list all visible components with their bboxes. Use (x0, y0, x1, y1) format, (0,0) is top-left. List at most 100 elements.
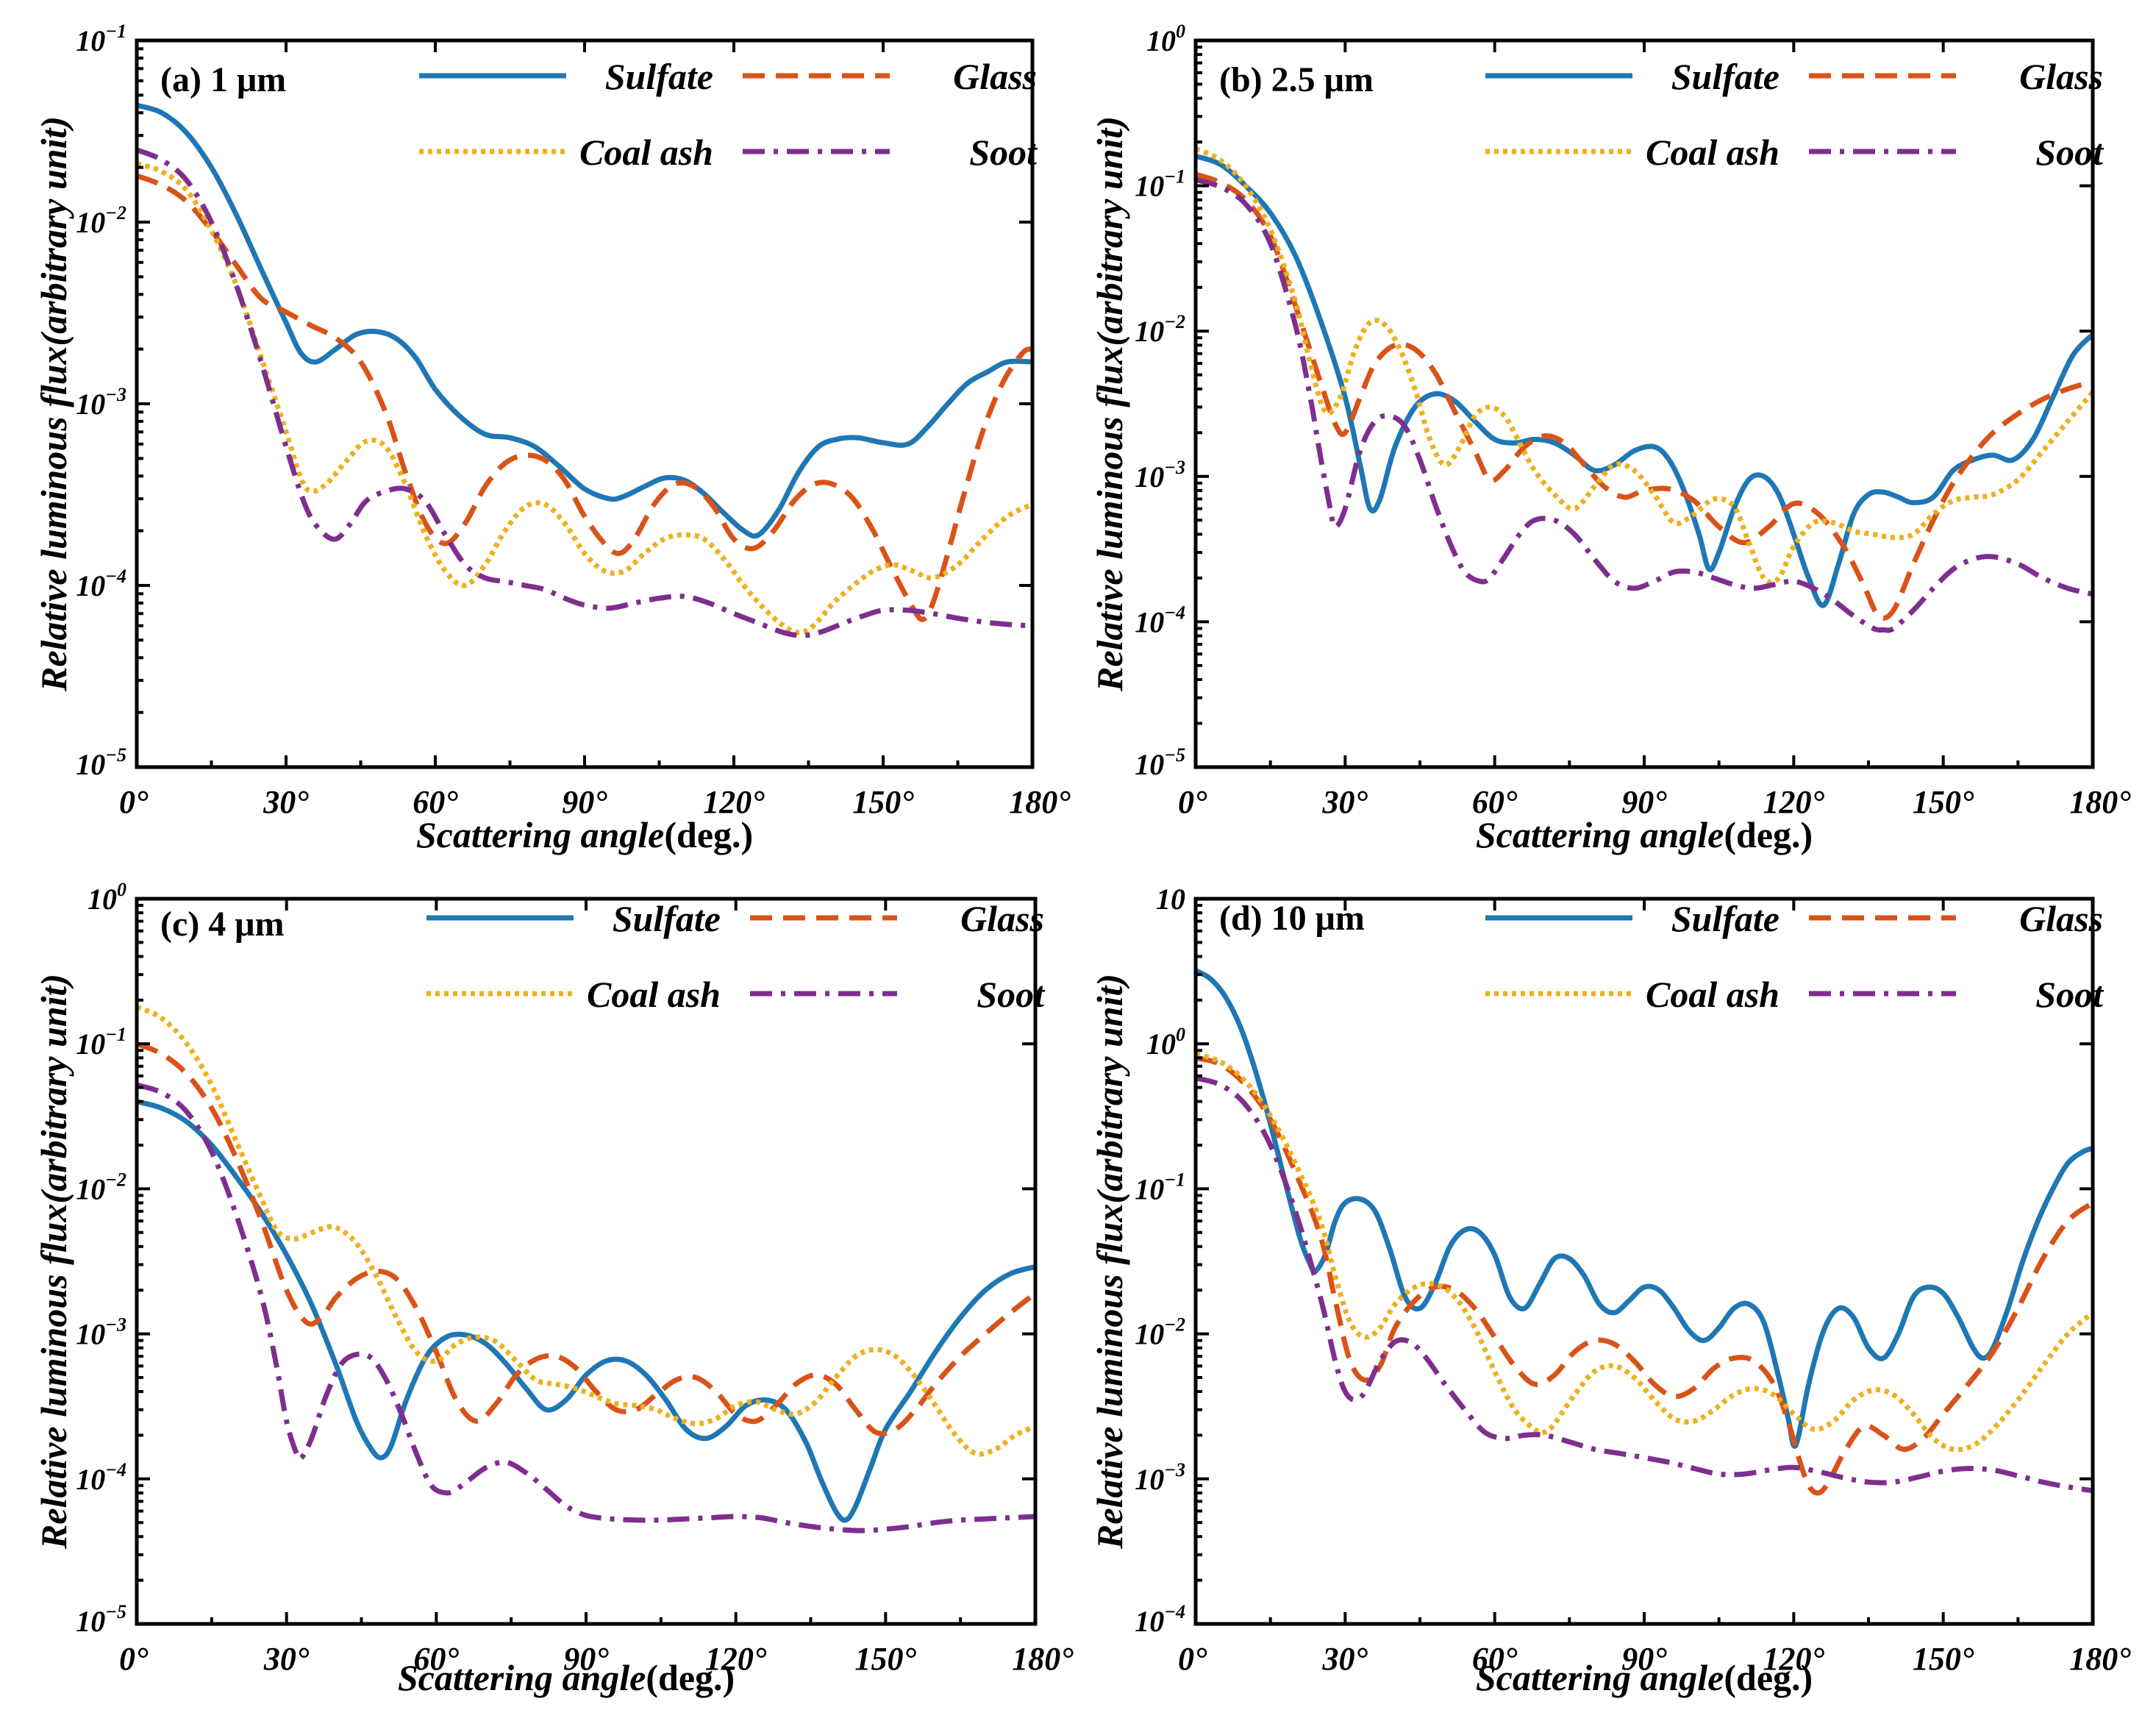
panel-d-ytick-base: 10 (1135, 1463, 1164, 1496)
panel-d-ytick-exp: −1 (1164, 1169, 1185, 1190)
panel-d-ytick-label: 10−1 (1135, 1169, 1185, 1205)
panel-b-series-sulfate (1196, 153, 2093, 608)
panel-d-xtick-label: 120° (1763, 1641, 1825, 1677)
panel-c-ytick-base: 10 (76, 1027, 105, 1061)
panel-b-xtick-label: 180° (2069, 784, 2131, 820)
panel-a-xtick-label: 90° (562, 784, 607, 820)
panel-b-ytick-base: 10 (1135, 605, 1164, 638)
panel-b-xtick-label: 0° (1178, 784, 1207, 820)
panel-b-ylabel: Relative luminous flux(arbitrary unit) (1089, 116, 1130, 692)
panel-c-ytick-label: 10−1 (76, 1024, 126, 1061)
panel-c-ytick-base: 10 (76, 1318, 105, 1351)
panel-c-plot-area (137, 1004, 1035, 1533)
panel-a-ytick-base: 10 (76, 569, 105, 602)
panel-d-legend-label: Glass (2019, 898, 2103, 939)
panel-b-series-glass (1196, 171, 2093, 621)
panel-b-xtick-label: 120° (1763, 784, 1825, 820)
panel-d-xtick-label: 90° (1621, 1641, 1667, 1677)
panel-b-xtick-label: 90° (1621, 784, 1667, 820)
panel-d: (d) 10 μm Relative luminous flux(arbitra… (1089, 883, 2131, 1698)
panel-b-xlabel-main: Scattering angle (1476, 814, 1724, 855)
panel-c-xtick-label: 30° (263, 1641, 310, 1677)
panel-b-label: (b) 2.5 μm (1219, 60, 1374, 99)
panel-d-xtick-label: 150° (1913, 1641, 1974, 1677)
panel-d-ytick-label: 10−4 (1135, 1601, 1185, 1638)
panel-c-legend-label: Coal ash (587, 974, 721, 1015)
panel-b-xlabel-unit: (deg.) (1724, 814, 1813, 855)
panel-b-xtick-label: 60° (1472, 784, 1518, 820)
panel-c-xtick-label: 0° (119, 1641, 149, 1677)
panel-c-ytick-exp: −5 (105, 1601, 126, 1622)
panel-a-ytick-base: 10 (76, 24, 105, 57)
panel-a-legend-label: Glass (953, 56, 1037, 97)
panel-a-ytick-label: 10−1 (76, 21, 126, 57)
panel-d-xtick-label: 30° (1322, 1641, 1368, 1677)
panel-c-ylabel: Relative luminous flux(arbitrary unit) (33, 974, 74, 1550)
panel-b-ytick-label: 10−4 (1135, 602, 1185, 638)
panel-d-xlabel-unit: (deg.) (1724, 1657, 1813, 1698)
panel-c-ytick-base: 10 (76, 1172, 105, 1205)
panel-d-ytick-exp: −2 (1164, 1314, 1185, 1336)
panel-d-ytick-base: 10 (1135, 1172, 1164, 1205)
panel-a-ytick-base: 10 (76, 206, 105, 239)
panel-a-ytick-label: 10−5 (76, 744, 126, 781)
panel-d-plot-area (1196, 968, 2093, 1496)
panel-d-legend-label: Sulfate (1671, 898, 1780, 939)
panel-a-legend-label: Soot (969, 132, 1038, 173)
panel-c-ytick-base: 10 (88, 883, 117, 916)
panel-a-ylabel: Relative luminous flux(arbitrary unit) (33, 116, 74, 692)
panel-b-plot-area (1196, 146, 2093, 633)
panel-a-series-coal-ash (137, 161, 1032, 635)
panel-b: (b) 2.5 μm Relative luminous flux(arbitr… (1089, 21, 2131, 855)
panel-b-ytick-base: 10 (1135, 748, 1164, 781)
panel-a-legend: Sulfate Glass Coal ash Soot (419, 56, 1038, 173)
panel-b-ytick-base: 10 (1146, 24, 1176, 57)
panel-b-ytick-exp: 0 (1176, 21, 1185, 42)
panel-d-xtick-label: 60° (1472, 1641, 1518, 1677)
panel-c-ytick-label: 10−4 (76, 1459, 126, 1496)
panel-d-ytick-exp: −4 (1164, 1601, 1185, 1622)
panel-d-ytick-base: 10 (1135, 1605, 1164, 1638)
panel-c-xlabel-main: Scattering angle (398, 1657, 646, 1698)
panel-c-label: (c) 4 μm (160, 905, 284, 944)
panel-d-ytick-base: 10 (1146, 1027, 1176, 1061)
panel-a-legend-label: Coal ash (579, 132, 713, 173)
panel-c-xlabel: Scattering angle(deg.) (398, 1657, 735, 1698)
panel-d-xlabel: Scattering angle(deg.) (1476, 1657, 1813, 1698)
panel-a-xtick-label: 150° (852, 784, 914, 820)
panel-a-ytick-label: 10−2 (76, 202, 126, 239)
panel-b-ytick-base: 10 (1135, 315, 1164, 348)
panel-d-label: (d) 10 μm (1219, 899, 1365, 938)
panel-c-ytick-label: 100 (88, 879, 126, 916)
panel-d-ytick-label: 10−3 (1135, 1459, 1185, 1496)
panel-c-xtick-label: 150° (855, 1641, 917, 1677)
panel-d-series-glass (1196, 1055, 2093, 1496)
panel-c-series-sulfate (137, 1099, 1035, 1523)
panel-d-ytick-exp: 0 (1176, 1024, 1185, 1045)
panel-b-ytick-label: 10−1 (1135, 166, 1185, 203)
panel-a-xlabel-main: Scattering angle (416, 814, 665, 855)
panel-a-xlabel-unit: (deg.) (664, 814, 753, 855)
panel-a-xlabel: Scattering angle(deg.) (416, 814, 753, 855)
panel-a-ytick-exp: −4 (105, 566, 126, 587)
panel-b-ytick-exp: −2 (1164, 311, 1185, 332)
panel-d-xtick-label: 0° (1178, 1641, 1207, 1677)
panel-a-series-glass (137, 173, 1032, 622)
panel-c-ytick-exp: 0 (117, 879, 126, 900)
panel-a-label: (a) 1 μm (160, 60, 286, 99)
panel-c-xtick-label: 180° (1012, 1641, 1074, 1677)
panel-c-ytick-base: 10 (76, 1463, 105, 1496)
panel-c-series-glass (137, 1041, 1035, 1436)
panel-a-legend-label: Sulfate (605, 56, 713, 97)
panel-b-ytick-exp: −5 (1164, 744, 1185, 766)
panel-a-xtick-label: 60° (413, 784, 458, 820)
panel-c-legend-label: Sulfate (613, 898, 721, 939)
panel-a-ytick-exp: −5 (105, 744, 126, 766)
panel-a-series-sulfate (137, 102, 1032, 539)
panel-b-ytick-exp: −1 (1164, 166, 1185, 188)
panel-c-legend-label: Glass (960, 898, 1044, 939)
panel-d-ytick-label: 10−2 (1135, 1314, 1185, 1351)
